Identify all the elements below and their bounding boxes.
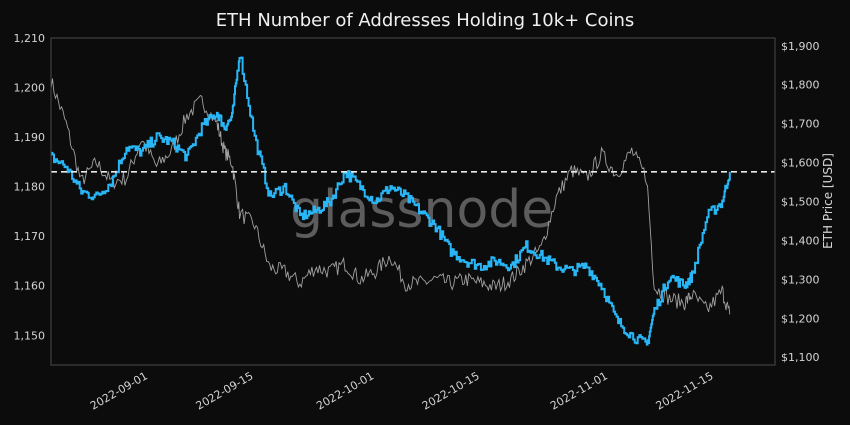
y-left-tick-label: 1,200	[14, 82, 46, 95]
watermark: glassnode	[290, 180, 553, 240]
y-left-tick-label: 1,210	[14, 32, 46, 45]
addresses-line	[51, 56, 731, 346]
eth-price-line	[50, 78, 731, 315]
y-right-tick-label: $1,600	[781, 157, 820, 170]
y-right-tick-label: $1,100	[781, 351, 820, 364]
y-axis-right-label: ETH Price [USD]	[821, 153, 835, 249]
x-tick-label: 2022-09-01	[88, 369, 150, 412]
y-left-tick-label: 1,160	[14, 280, 46, 293]
glassnode-watermark: glassnode	[290, 180, 553, 240]
price-series	[50, 78, 731, 315]
addresses-series	[51, 56, 731, 346]
y-axis-left: 1,150 1,160 1,170 1,180 1,190 1,200 1,210	[14, 32, 46, 342]
y-left-tick-label: 1,150	[14, 329, 46, 342]
x-tick-label: 2022-11-15	[654, 369, 716, 412]
x-tick-label: 2022-11-01	[548, 369, 610, 412]
y-right-tick-label: $1,400	[781, 234, 820, 247]
y-right-tick-label: $1,300	[781, 273, 820, 286]
y-right-tick-label: $1,200	[781, 312, 820, 325]
y-right-tick-label: $1,800	[781, 79, 820, 92]
y-left-tick-label: 1,180	[14, 181, 46, 194]
y-axis-right: $1,100 $1,200 $1,300 $1,400 $1,500 $1,600 $1,7…	[781, 40, 820, 364]
y-left-tick-label: 1,190	[14, 131, 46, 144]
x-tick-label: 2022-10-01	[314, 369, 376, 412]
y-right-tick-label: $1,900	[781, 40, 820, 53]
x-tick-label: 2022-10-15	[420, 369, 482, 412]
x-tick-label: 2022-09-15	[194, 369, 256, 412]
y-right-tick-label: $1,700	[781, 118, 820, 131]
y-right-tick-label: $1,500	[781, 196, 820, 209]
y-left-tick-label: 1,170	[14, 230, 46, 243]
x-axis: 2022-09-01 2022-09-15 2022-10-01 2022-10-15…	[88, 369, 715, 412]
plot-frame	[50, 37, 776, 366]
chart-title: ETH Number of Addresses Holding 10k+ Coi…	[215, 10, 635, 31]
